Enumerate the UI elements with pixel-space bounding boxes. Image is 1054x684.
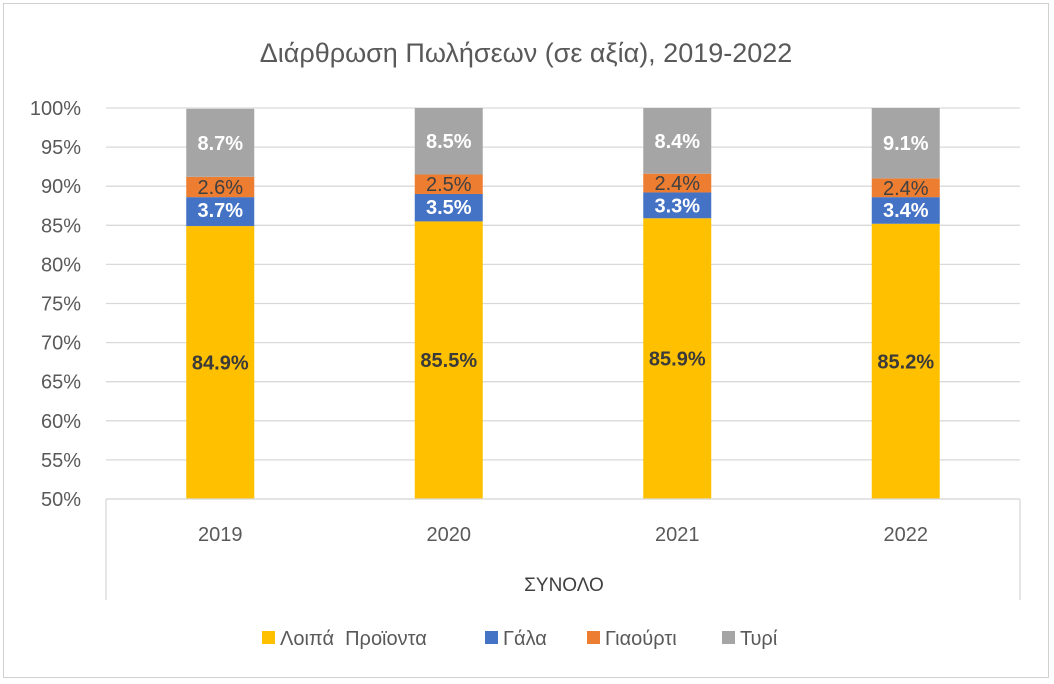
y-tick-label: 50% (41, 489, 81, 511)
bar-segment (414, 174, 483, 195)
y-tick-label: 90% (41, 176, 81, 198)
bar-segment (186, 226, 255, 499)
y-tick-label: 95% (41, 137, 81, 159)
bars (186, 108, 940, 499)
legend: Λοιπά Προϊοντα Γάλα Γιαούρτι Τυρί (262, 628, 778, 650)
data-label: 3.7% (197, 200, 243, 222)
bar-segment (643, 108, 712, 174)
data-labels: 84.9% 3.7%2.6% 8.7% 85.5% 3.5%2.5% 8.5% 85.9% 3… (192, 131, 934, 375)
x-tick-label: 2021 (655, 524, 700, 546)
data-label: 8.5% (426, 131, 472, 153)
x-tick-label: 2022 (884, 524, 929, 546)
legend-swatch (485, 631, 498, 644)
data-label: 3.3% (654, 195, 700, 217)
bar-segment (871, 178, 940, 198)
data-label: 9.1% (883, 133, 929, 155)
data-label: 84.9% (192, 353, 249, 375)
y-tick-label: 70% (41, 333, 81, 355)
legend-swatch (262, 631, 275, 644)
y-tick-label: 80% (41, 254, 81, 276)
bar-segment (414, 108, 483, 175)
chart-title: Διάρθρωση Πωλήσεων (σε αξία), 2019-2022 (260, 38, 793, 68)
bar-segment (643, 218, 712, 499)
bar-segment (871, 197, 940, 224)
data-label: 2.4% (654, 173, 700, 195)
bar-segment (414, 221, 483, 499)
y-tick-label: 65% (41, 372, 81, 394)
legend-label: Λοιπά Προϊοντα (280, 628, 427, 650)
bar-segment (414, 194, 483, 222)
legend-label: Γιαούρτι (605, 628, 677, 650)
y-tick-label: 85% (41, 215, 81, 237)
legend-swatch (722, 631, 735, 644)
legend-swatch (587, 631, 600, 644)
x-group-label: ΣΥΝΟΛΟ (524, 575, 604, 596)
data-label: 2.4% (883, 178, 929, 200)
legend-label: Τυρί (740, 628, 778, 650)
bar-segment (186, 108, 255, 177)
data-label: 85.9% (649, 349, 706, 371)
bar-segment (643, 192, 712, 219)
data-label: 8.7% (197, 133, 243, 155)
data-label: 8.4% (654, 131, 700, 153)
bar-segment (186, 176, 255, 198)
data-label: 2.5% (426, 174, 472, 196)
y-tick-label: 75% (41, 294, 81, 316)
gridlines (106, 107, 1020, 500)
x-axis: 2019 2020 2021 2022 (105, 498, 1021, 600)
data-label: 3.4% (883, 200, 929, 222)
data-label: 3.5% (426, 197, 472, 219)
bar-segment (871, 223, 940, 499)
chart-frame: Διάρθρωση Πωλήσεων (σε αξία), 2019-2022 … (3, 3, 1049, 678)
bar-segment (186, 197, 255, 227)
data-label: 2.6% (197, 177, 243, 199)
y-tick-label: 100% (30, 98, 81, 120)
stacked-bar-chart: Διάρθρωση Πωλήσεων (σε αξία), 2019-2022 … (30, 38, 1021, 650)
data-label: 85.2% (877, 351, 934, 373)
legend-label: Γάλα (503, 628, 547, 650)
x-tick-label: 2020 (427, 524, 472, 546)
bar-segment (643, 173, 712, 193)
y-axis: 50% 55% 60% 65% 70% 75% 80% 85% 90% 95% 100% (30, 98, 81, 511)
y-tick-label: 55% (41, 450, 81, 472)
x-tick-label: 2019 (198, 524, 243, 546)
bar-segment (871, 108, 940, 179)
data-label: 85.5% (420, 350, 477, 372)
y-tick-label: 60% (41, 411, 81, 433)
